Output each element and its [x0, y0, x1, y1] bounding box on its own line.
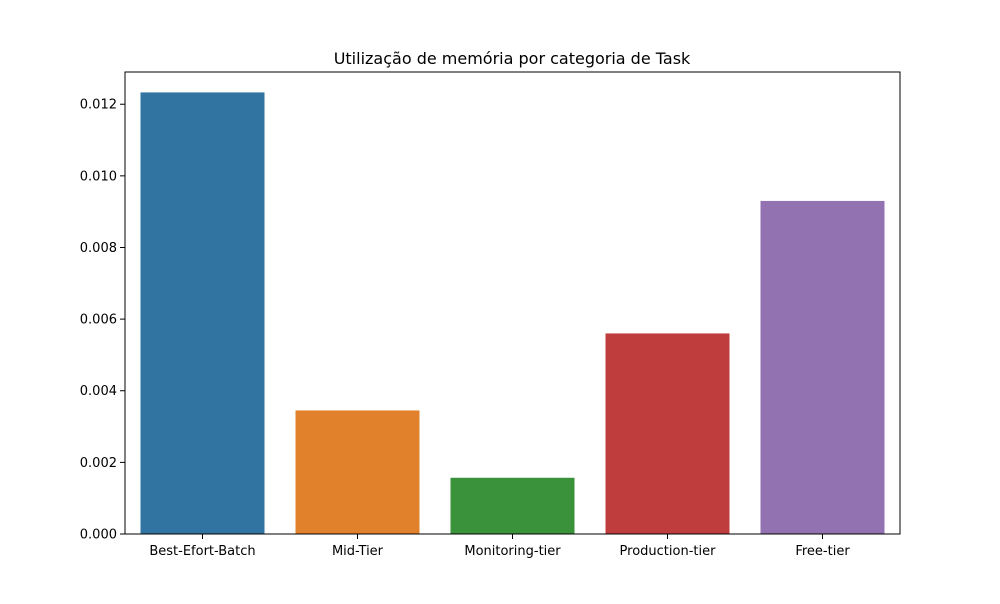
plot-frame [124, 71, 901, 535]
chart-title: Utilização de memória por categoria de T… [334, 49, 691, 68]
bar-production-tier [605, 333, 730, 534]
x-tick-label: Monitoring-tier [464, 544, 561, 559]
x-tick-label: Production-tier [620, 544, 717, 559]
y-tick-label: 0.004 [80, 384, 117, 399]
y-tick-label: 0.006 [80, 313, 117, 328]
y-tick-label: 0.008 [80, 241, 117, 256]
bar-mid-tier [295, 410, 420, 534]
x-axis: Best-Efort-Batch Mid-Tier Monitoring-tier P… [149, 534, 850, 559]
y-tick-label: 0.002 [80, 456, 117, 471]
bar-best-efort-batch [140, 92, 265, 534]
y-tick-label: 0.000 [80, 528, 117, 543]
bars-layer [140, 92, 885, 534]
y-tick-label: 0.010 [80, 169, 117, 184]
y-axis: 0.000 0.002 0.004 0.006 0.008 0.010 0.012 [80, 98, 125, 543]
bar-free-tier [760, 200, 885, 534]
x-tick-label: Mid-Tier [332, 544, 384, 559]
x-tick-label: Best-Efort-Batch [149, 544, 255, 559]
bar-monitoring-tier [450, 477, 575, 534]
y-tick-label: 0.012 [80, 98, 117, 113]
x-tick-label: Free-tier [795, 544, 850, 559]
